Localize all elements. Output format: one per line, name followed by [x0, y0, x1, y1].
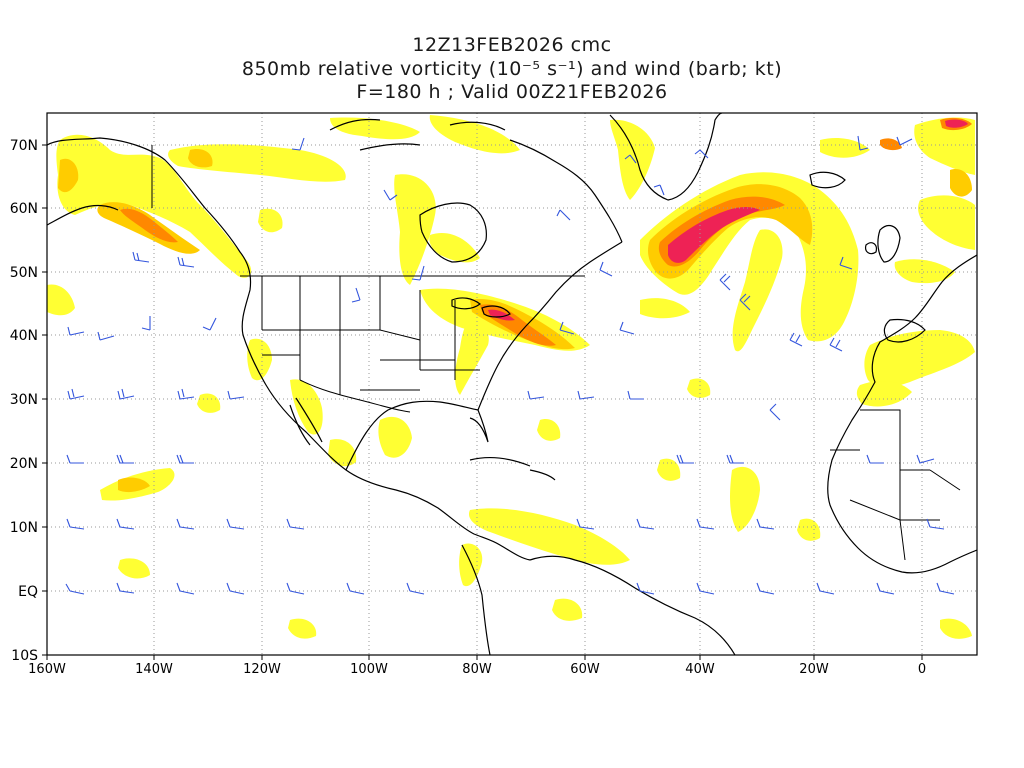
lon-label-100w: 100W: [350, 662, 388, 677]
lat-label-70n: 70N: [10, 138, 38, 154]
lon-label-40w: 40W: [685, 662, 715, 677]
lon-label-80w: 80W: [462, 662, 492, 677]
lat-label-40n: 40N: [10, 328, 38, 344]
lat-label-60n: 60N: [10, 201, 38, 217]
title-line-1: 12Z13FEB2026 cmc: [412, 34, 612, 56]
lon-label-140w: 140W: [135, 662, 173, 677]
lon-label-160w: 160W: [28, 662, 66, 677]
graticule: [47, 113, 977, 655]
lon-label-60w: 60W: [570, 662, 600, 677]
vorticity-shading-max: [488, 119, 968, 321]
lat-label-10n: 10N: [10, 520, 38, 536]
lat-label-50n: 50N: [10, 265, 38, 281]
lon-label-0: 0: [918, 662, 926, 677]
lat-label-30n: 30N: [10, 392, 38, 408]
lon-label-20w: 20W: [799, 662, 829, 677]
wind-barbs: [65, 135, 955, 595]
coastlines: [47, 113, 977, 655]
title-line-3: F=180 h ; Valid 00Z21FEB2026: [356, 81, 668, 103]
map-frame: [46, 112, 978, 656]
tick-marks: [42, 144, 923, 660]
lat-label-10s: 10S: [11, 648, 38, 664]
lat-label-eq: EQ: [18, 584, 38, 600]
lat-label-20n: 20N: [10, 456, 38, 472]
lon-label-120w: 120W: [243, 662, 281, 677]
title-line-2: 850mb relative vorticity (10⁻⁵ s⁻¹) and …: [241, 58, 783, 80]
boundaries: [151, 145, 961, 561]
